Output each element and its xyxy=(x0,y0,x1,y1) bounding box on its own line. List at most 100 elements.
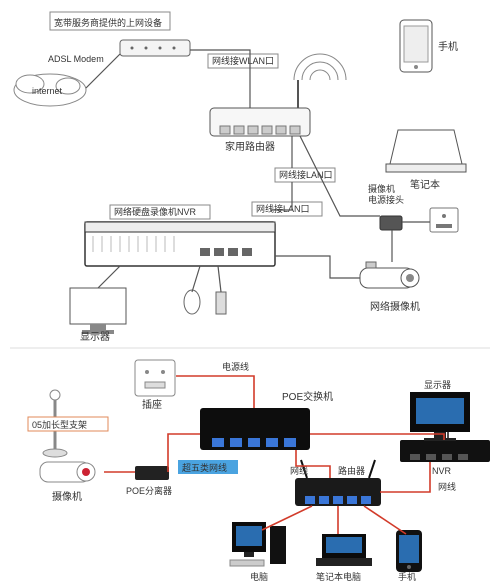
poe-splitter-label: POE分离器 xyxy=(126,485,172,496)
camera-lens-icon xyxy=(82,468,90,476)
monitor-top-label: 显示器 xyxy=(80,331,110,343)
wifi-arc-icon xyxy=(294,54,346,80)
router-port xyxy=(248,126,258,134)
wall-outlet-top xyxy=(430,208,458,232)
wifi-arc-icon xyxy=(302,62,338,80)
wlan-port-box-text: 网线接WLAN口 xyxy=(212,55,274,66)
laptop-base xyxy=(386,164,466,172)
laptop-top xyxy=(390,130,462,164)
phone-home-icon xyxy=(407,565,411,569)
nvr-port xyxy=(228,248,238,256)
outlet-slot-icon xyxy=(145,382,165,388)
psu-cable-label: 电源线 xyxy=(222,361,249,372)
monitor-screen xyxy=(416,398,464,424)
lan-port-box-2-text: 网线接LAN口 xyxy=(256,203,310,214)
outlet-hole-icon xyxy=(161,370,165,374)
router-port xyxy=(347,496,357,504)
modem-led xyxy=(173,47,176,50)
poe-port xyxy=(266,438,278,447)
nvr-label-box-text: 网络硬盘录像机NVR xyxy=(114,206,197,217)
pc-tower xyxy=(270,526,286,564)
laptop-bottom-label: 笔记本电脑 xyxy=(316,571,361,582)
edge-nvr_to_mouse xyxy=(192,266,200,292)
pc-label: 电脑 xyxy=(250,571,268,582)
internet-label: internet xyxy=(32,86,63,96)
router-antenna xyxy=(369,460,375,478)
ip-camera-label: 网络摄像机 xyxy=(370,300,420,313)
wifi-arc-icon xyxy=(310,70,330,80)
poe-splitter xyxy=(135,466,169,480)
nvr-bottom-label: NVR xyxy=(432,466,452,476)
nvr-port xyxy=(200,248,210,256)
mouse-icon xyxy=(184,290,200,314)
phone-top-label: 手机 xyxy=(438,40,458,53)
camera-mount xyxy=(366,262,376,268)
router-bottom-label: 路由器 xyxy=(338,465,365,476)
modem-led xyxy=(159,47,162,50)
usb-dongle xyxy=(216,292,226,314)
cat5-label: 超五类网线 xyxy=(182,462,227,473)
edge-outlet_to_switch xyxy=(176,376,254,408)
router-port xyxy=(276,126,286,134)
poe-port xyxy=(248,438,260,447)
router-port xyxy=(220,126,230,134)
laptop-base xyxy=(316,558,372,566)
edge-nvr_to_dongle xyxy=(218,266,221,292)
laptop-screen xyxy=(326,537,362,553)
camera-lens-icon xyxy=(406,274,414,282)
bracket-cam-head xyxy=(50,390,60,400)
router-port xyxy=(290,126,300,134)
phone-bottom-label: 手机 xyxy=(398,571,416,582)
router-port xyxy=(333,496,343,504)
phone-screen xyxy=(399,535,419,563)
poe-port xyxy=(284,438,296,447)
router-port xyxy=(234,126,244,134)
edge-router_to_phone xyxy=(364,506,406,534)
phone-screen xyxy=(404,26,428,62)
lan-port-box-text: 网线接LAN口 xyxy=(279,169,333,180)
edge-router_to_nvrline xyxy=(380,462,430,492)
router-port xyxy=(305,496,315,504)
nvr-port xyxy=(426,454,436,460)
outlet-slot-icon xyxy=(436,224,452,228)
monitor-bottom-label: 显示器 xyxy=(424,380,451,390)
edge-nvr_to_cam xyxy=(275,256,360,278)
monitor-stand xyxy=(90,324,106,330)
router-port xyxy=(262,126,272,134)
bracket-label: 05加长型支架 xyxy=(32,419,87,430)
isp-equipment-box-text: 宽带服务商提供的上网设备 xyxy=(54,17,162,28)
adsl-modem-label: ADSL Modem xyxy=(48,54,104,64)
netline-label-2: 网线 xyxy=(438,481,456,492)
cam-psu-label: 摄像机电源接头 xyxy=(368,183,404,205)
monitor-top xyxy=(70,288,126,324)
nvr-port xyxy=(442,454,452,460)
edge-router_to_pc xyxy=(262,506,312,530)
poe-port xyxy=(212,438,224,447)
wall-outlet-label: 插座 xyxy=(142,398,162,411)
pc-screen xyxy=(236,526,262,546)
modem-led xyxy=(131,47,134,50)
monitor-base xyxy=(424,438,456,441)
nvr-port xyxy=(214,248,224,256)
psu-brick xyxy=(380,216,402,230)
bracket-base xyxy=(43,449,67,457)
poe-port xyxy=(230,438,242,447)
phone-home-icon xyxy=(414,65,418,69)
camera-bottom-label: 摄像机 xyxy=(52,490,82,503)
outlet-hole-icon xyxy=(442,214,446,218)
nvr-top-panel xyxy=(85,222,275,232)
outlet-hole-icon xyxy=(145,370,149,374)
pc-keyboard xyxy=(230,560,264,566)
edge-switch_to_nvr xyxy=(310,434,444,440)
wall-outlet xyxy=(135,360,175,396)
edge-nvr_to_monitor xyxy=(98,266,120,288)
nvr-port xyxy=(410,454,420,460)
poe-switch-label: POE交换机 xyxy=(282,390,333,403)
router-port xyxy=(361,496,371,504)
nvr-port xyxy=(242,248,252,256)
home-router-label: 家用路由器 xyxy=(225,140,275,153)
router-port xyxy=(319,496,329,504)
nvr-port xyxy=(458,454,468,460)
pc-stand xyxy=(244,552,254,557)
laptop-top-label: 笔记本 xyxy=(410,178,440,191)
